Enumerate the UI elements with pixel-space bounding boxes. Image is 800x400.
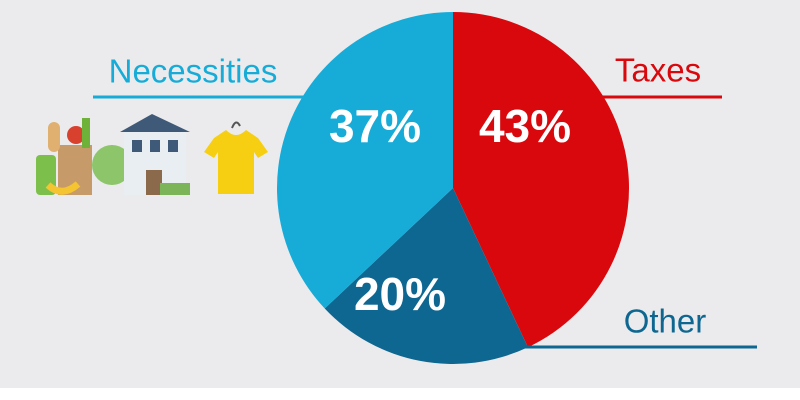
- value-label: 37%: [329, 100, 421, 152]
- value-label: 43%: [479, 100, 571, 152]
- category-label: Other: [624, 303, 707, 340]
- pie-slice: [277, 12, 453, 309]
- grocery-icon: [36, 118, 92, 195]
- category-label: Taxes: [615, 52, 701, 89]
- value-label: 20%: [354, 268, 446, 320]
- house-icon: [92, 114, 190, 195]
- pie: [277, 12, 629, 365]
- pie-slice: [324, 188, 528, 365]
- bottom-strip: [0, 388, 800, 400]
- pie-slice: [453, 12, 629, 348]
- tshirt-icon: [204, 121, 268, 194]
- category-label: Necessities: [109, 53, 278, 90]
